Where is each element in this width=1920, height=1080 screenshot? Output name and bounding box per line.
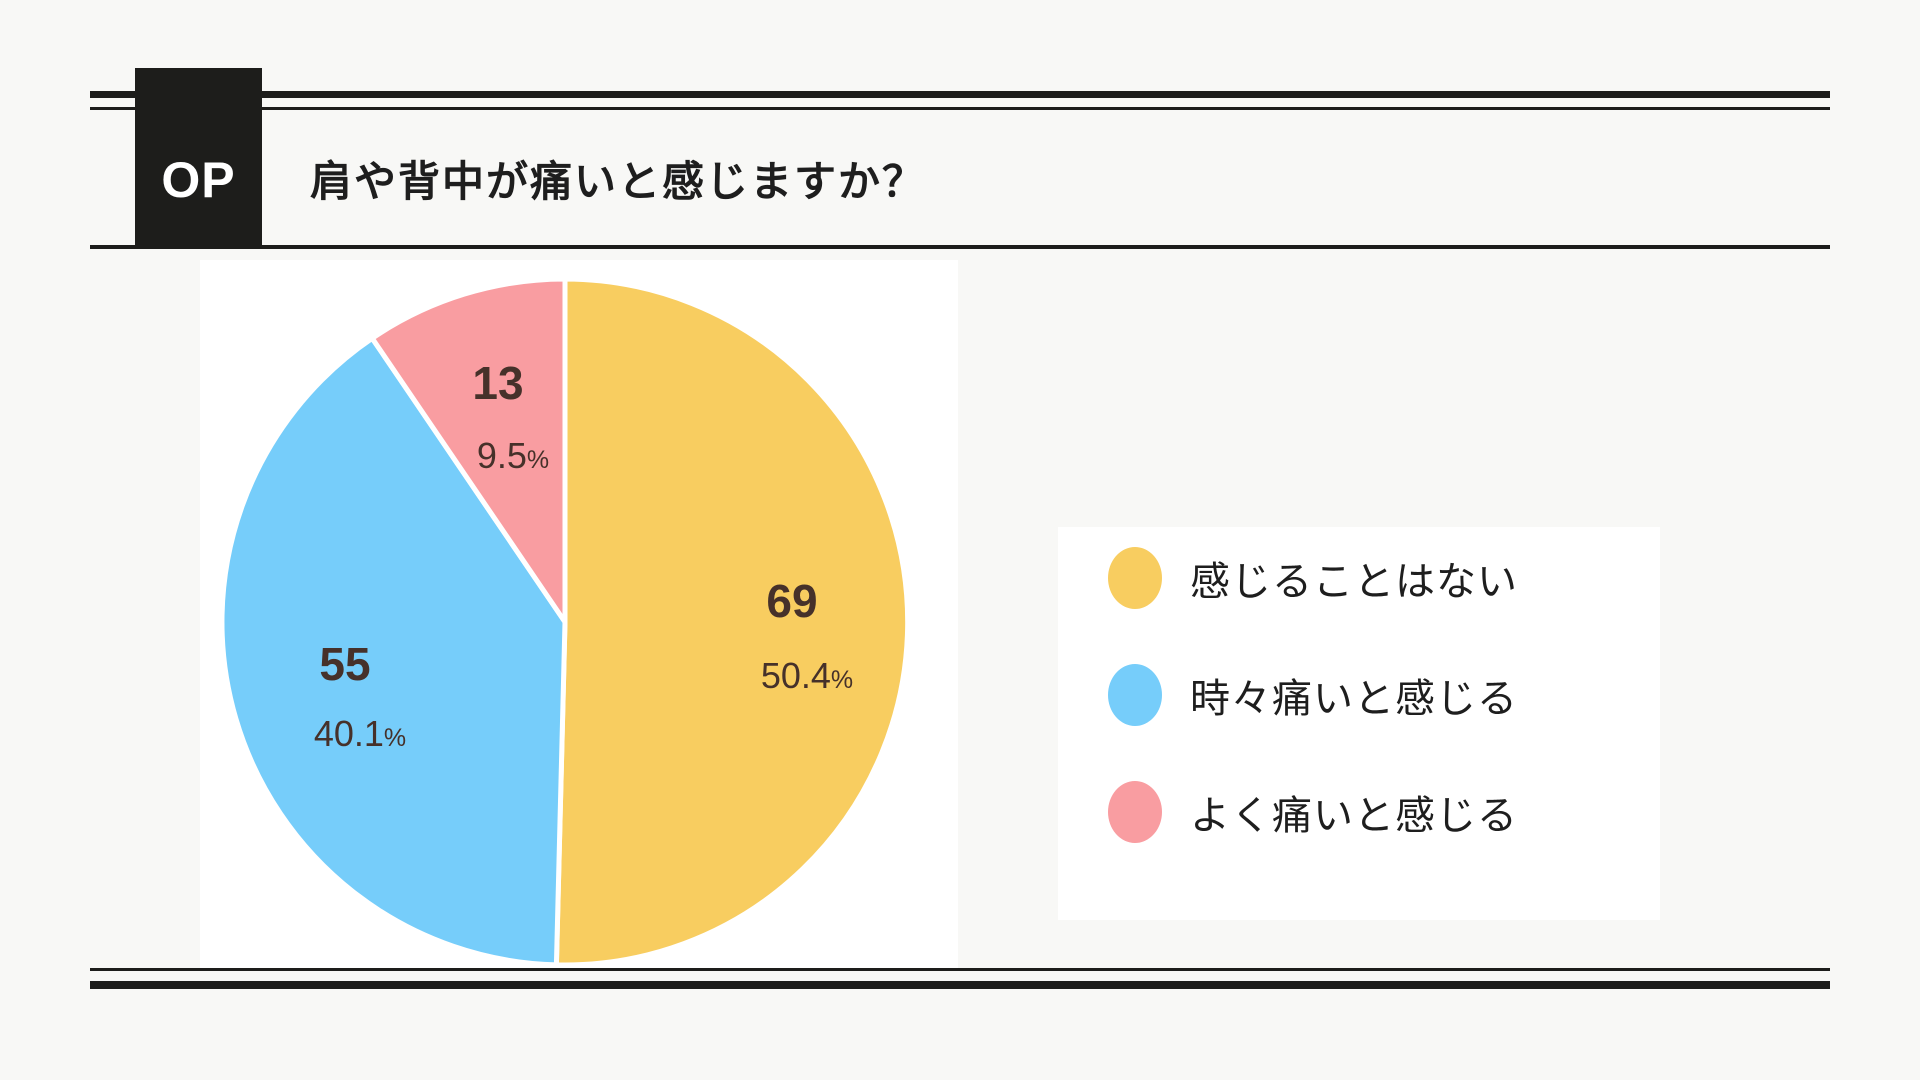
- slice-value-yellow: 69: [766, 574, 817, 628]
- pie-slice-blue: [219, 335, 568, 968]
- slice-percent-blue-number: 40.1: [313, 713, 384, 754]
- op-badge-label: OP: [161, 152, 236, 208]
- top-thick-rule: [90, 91, 1830, 98]
- page-title: 肩や背中が痛いと感じますか？: [310, 157, 927, 205]
- slice-value-yellow-number: 69: [766, 575, 818, 627]
- legend-swatch-yellow-icon: [1108, 547, 1162, 609]
- legend-item-pink: よく痛いと感じる: [1108, 780, 1518, 844]
- legend-label-pink: よく痛いと感じる: [1190, 794, 1518, 838]
- legend-item-blue: 時々痛いと感じる: [1108, 663, 1518, 727]
- slice-percent-blue-sign: %: [383, 724, 407, 752]
- bottom-thick-rule: [90, 981, 1830, 989]
- slice-value-blue: 55: [319, 637, 370, 691]
- slice-value-blue-number: 55: [319, 638, 371, 690]
- slice-percent-pink-sign: %: [526, 446, 550, 474]
- pie-slice-pink: [369, 276, 568, 625]
- pie-slice-yellow: [553, 276, 911, 968]
- legend-swatch-blue-icon: [1108, 664, 1162, 726]
- legend-item-yellow: 感じることはない: [1108, 546, 1518, 610]
- slice-percent-blue: 40.1%: [314, 713, 406, 755]
- slice-value-pink-number: 13: [472, 357, 524, 409]
- legend-label-blue: 時々痛いと感じる: [1190, 677, 1518, 721]
- slice-percent-yellow-sign: %: [830, 666, 854, 694]
- slice-value-pink: 13: [472, 356, 523, 410]
- title-underline-rule: [90, 245, 1830, 249]
- slice-percent-pink-number: 9.5: [476, 435, 527, 476]
- pie-chart: [219, 276, 911, 968]
- slice-percent-yellow: 50.4%: [761, 655, 853, 697]
- op-badge: OP: [135, 68, 262, 247]
- slice-percent-pink: 9.5%: [477, 435, 549, 477]
- slice-percent-yellow-number: 50.4: [760, 655, 831, 696]
- top-thin-rule: [90, 107, 1830, 110]
- legend-label-yellow: 感じることはない: [1190, 560, 1518, 604]
- bottom-thin-rule: [90, 968, 1830, 971]
- legend-swatch-pink-icon: [1108, 781, 1162, 843]
